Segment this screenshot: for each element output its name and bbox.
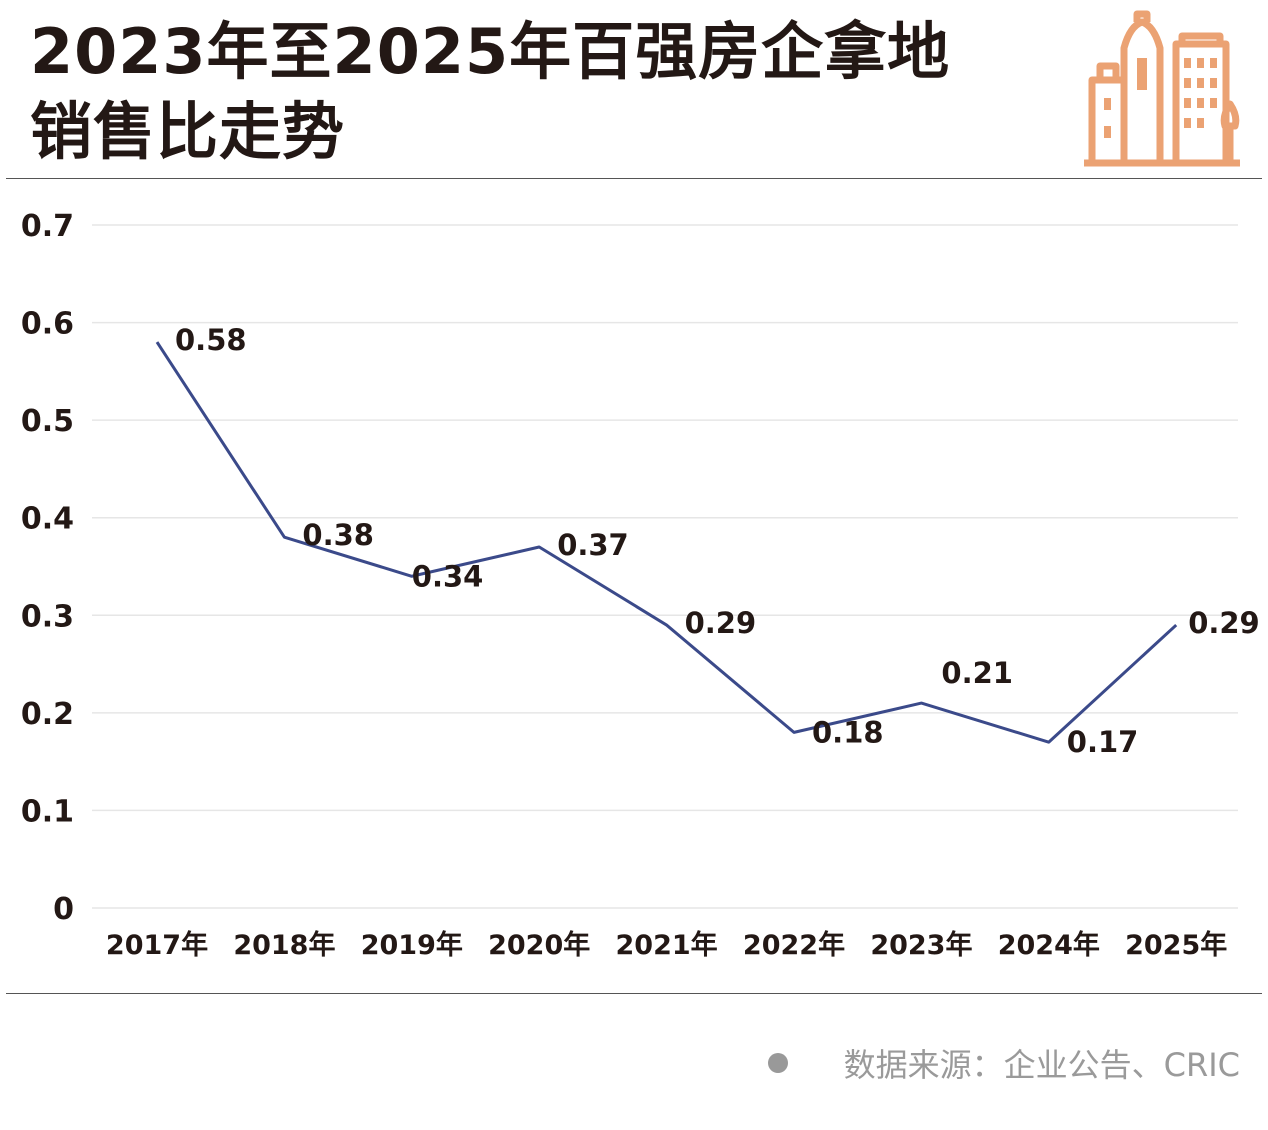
data-label: 0.34 (412, 559, 484, 593)
y-tick-label: 0.5 (21, 404, 74, 439)
x-tick-label: 2019年 (361, 929, 463, 961)
data-label: 0.58 (175, 323, 247, 357)
data-label: 0.29 (1188, 606, 1260, 640)
x-tick-label: 2023年 (870, 929, 972, 961)
y-tick-label: 0.1 (21, 794, 74, 829)
x-tick-label: 2022年 (743, 929, 845, 961)
x-tick-label: 2024年 (998, 929, 1100, 961)
series-line (155, 341, 1178, 744)
bullet-icon (767, 1053, 788, 1073)
y-tick-label: 0.7 (21, 209, 74, 244)
bottom-divider (6, 993, 1262, 994)
data-label: 0.37 (557, 528, 629, 562)
y-tick-label: 0 (53, 892, 74, 927)
title-line-2: 销售比走势 (30, 95, 346, 168)
source-text: 数据来源：企业公告、CRIC (843, 1046, 1240, 1084)
line-chart: 0 0.1 0.2 0.3 0.4 0.5 0.6 0.7 2017年 2018年 2019年 202… (21, 209, 1260, 961)
top-divider (6, 178, 1262, 179)
x-tick-label: 2021年 (616, 929, 718, 961)
source-note: 数据来源：企业公告、CRIC (767, 1040, 1240, 1086)
data-label: 0.18 (812, 715, 884, 749)
x-tick-label: 2017年 (106, 929, 208, 961)
data-label: 0.17 (1067, 725, 1139, 759)
y-tick-label: 0.4 (21, 502, 74, 537)
chart-title: 2023年至2025年百强房企拿地 销售比走势 (30, 12, 950, 172)
title-line-1: 2023年至2025年百强房企拿地 (30, 15, 951, 88)
x-tick-label: 2018年 (233, 929, 335, 961)
data-label: 0.29 (685, 606, 757, 640)
data-label: 0.21 (941, 656, 1013, 690)
x-tick-label: 2025年 (1125, 929, 1227, 961)
y-tick-label: 0.2 (21, 697, 74, 732)
x-tick-label: 2020年 (488, 929, 590, 961)
building-icon (1084, 10, 1240, 167)
data-label: 0.38 (302, 518, 374, 552)
y-tick-label: 0.6 (21, 307, 74, 342)
y-tick-label: 0.3 (21, 599, 74, 634)
